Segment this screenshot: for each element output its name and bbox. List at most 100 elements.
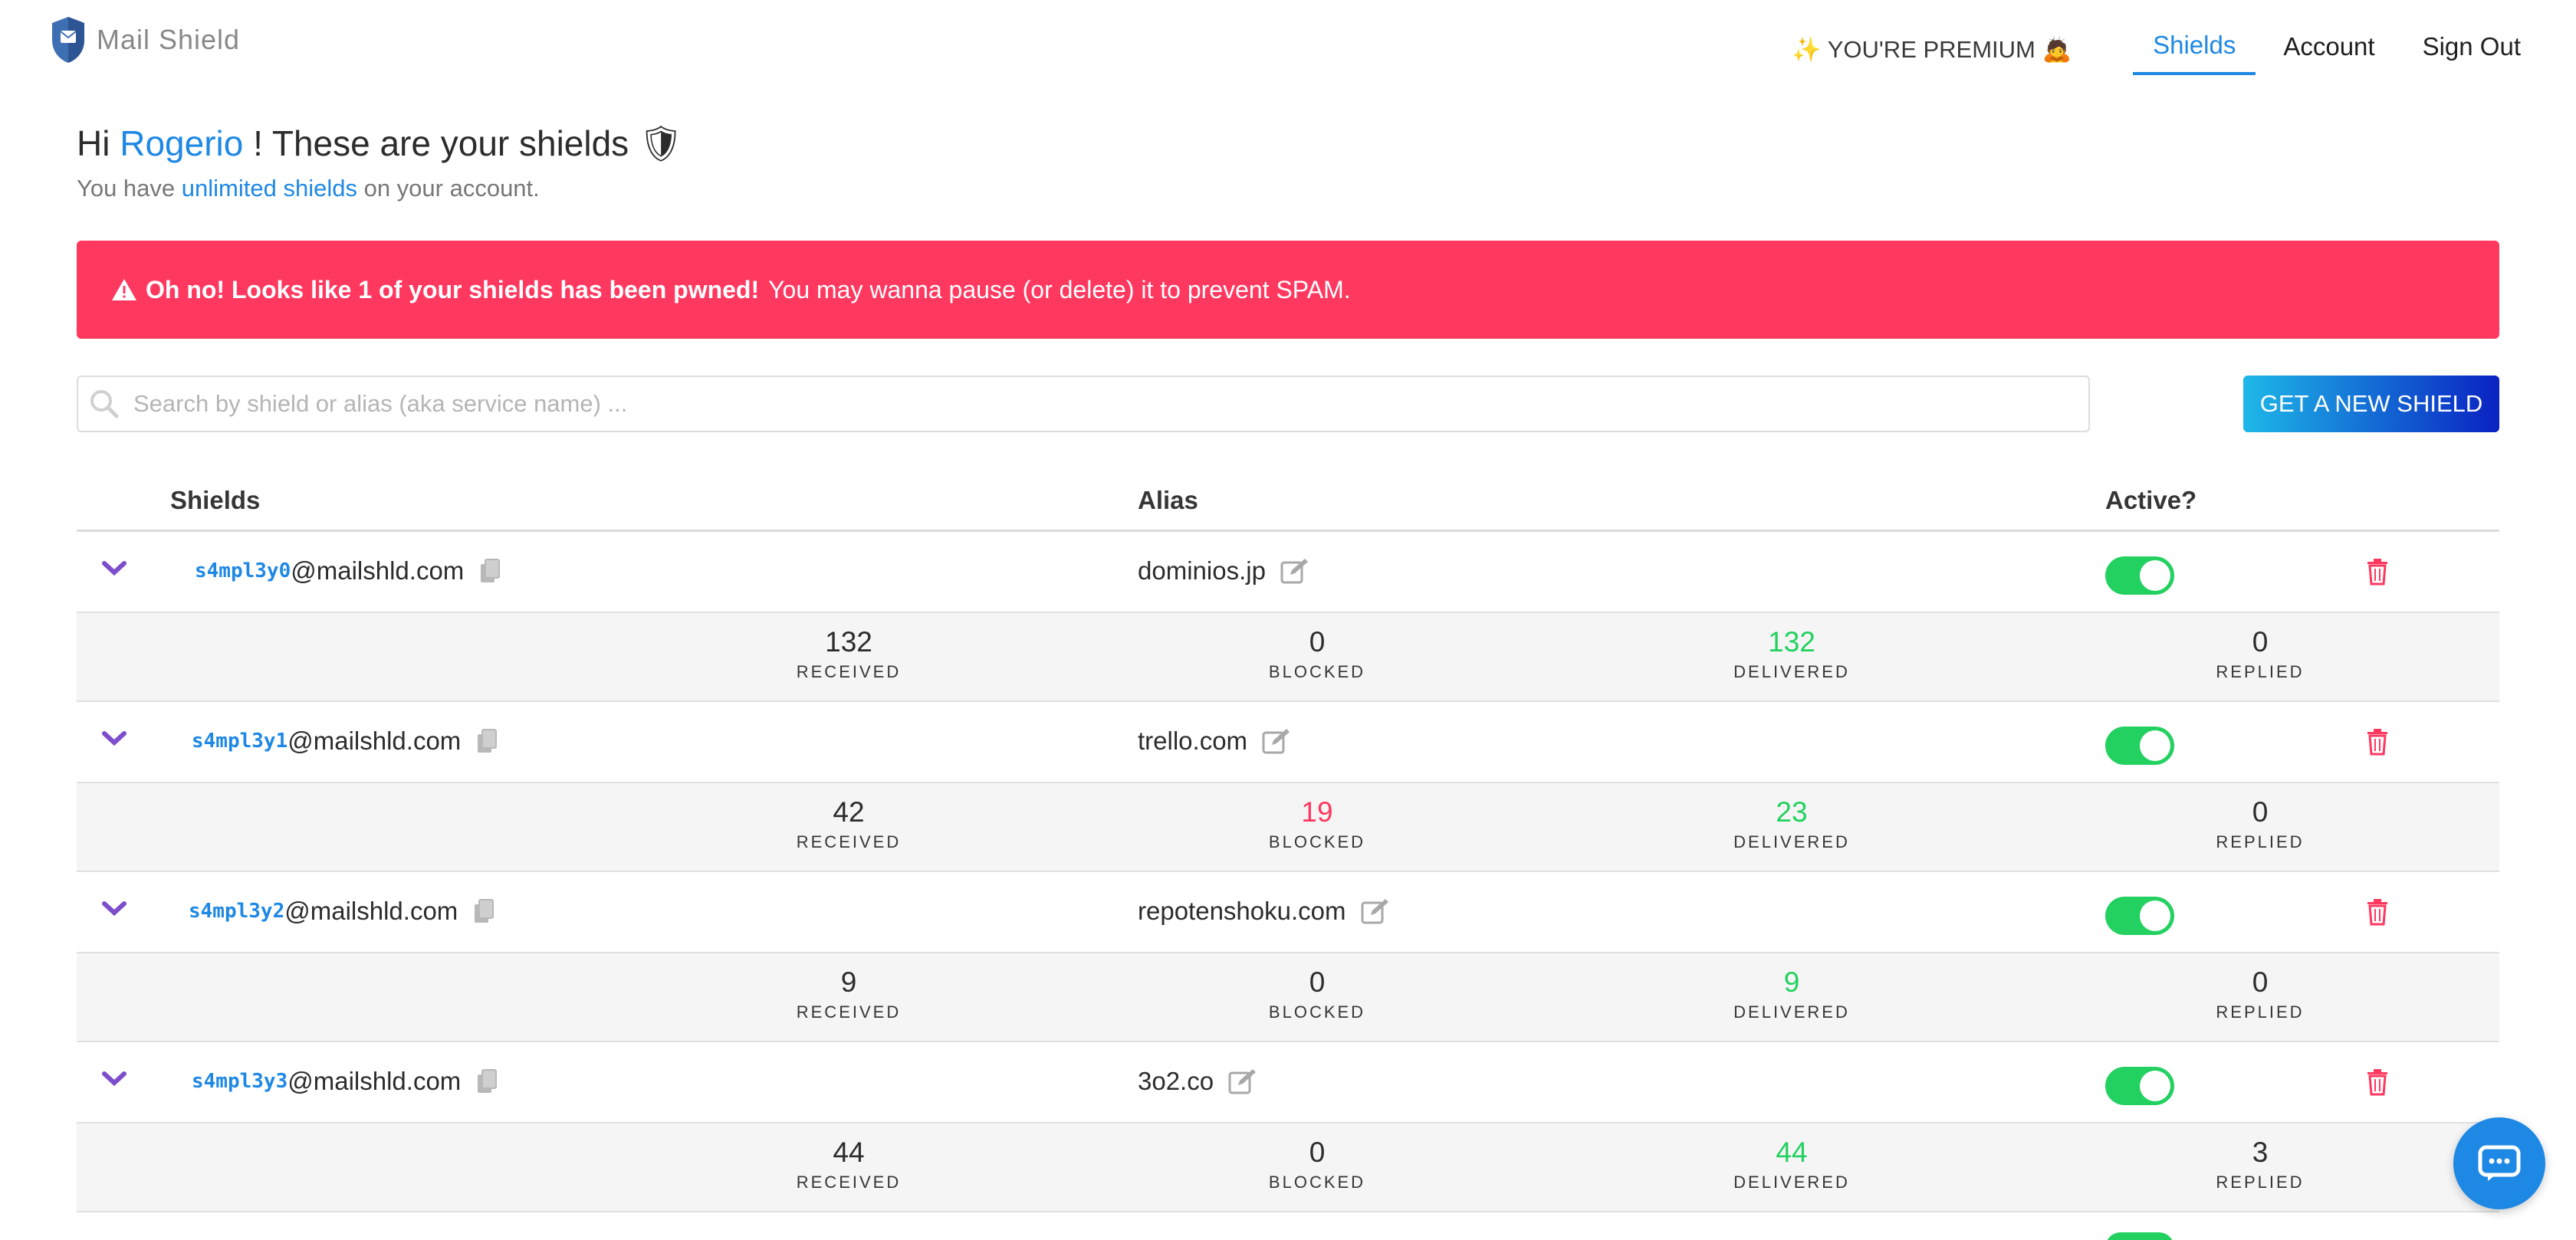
toggle-knob (2140, 900, 2170, 931)
nav-account[interactable]: Account (2283, 32, 2375, 61)
blocked-label: BLOCKED (1268, 1002, 1366, 1022)
toggle-knob (2140, 730, 2170, 761)
nav-shields[interactable]: Shields (2133, 23, 2256, 75)
alias: repotenshoku.com (1138, 897, 1389, 926)
table-row: s4mpl3y2 @mailshld.com repotenshoku.com (77, 872, 2499, 953)
unlimited-shields-link[interactable]: unlimited shields (181, 175, 357, 202)
shield-logo-icon (52, 17, 84, 63)
blocked-value: 0 (1309, 1137, 1326, 1168)
alias: dominios.jp (1138, 556, 1309, 586)
copy-icon[interactable] (476, 1068, 498, 1094)
search-icon (90, 390, 119, 418)
chat-widget-button[interactable] (2453, 1117, 2545, 1209)
delivered-value: 44 (1776, 1137, 1808, 1168)
shield-domain: @mailshld.com (288, 1067, 462, 1095)
blocked-label: BLOCKED (1268, 662, 1366, 681)
copy-icon[interactable] (479, 558, 501, 584)
delivered-label: DELIVERED (1733, 1002, 1850, 1022)
chat-icon (2478, 1145, 2521, 1181)
received-value: 9 (840, 966, 857, 998)
header-shields: Shields (170, 486, 261, 514)
subtitle-prefix: You have (77, 175, 176, 202)
stat-blocked: 19 BLOCKED (1217, 792, 1417, 852)
stat-received: 9 RECEIVED (749, 963, 948, 1022)
user-name: Rogerio (120, 123, 244, 163)
get-new-shield-button[interactable]: GET A NEW SHIELD (2243, 376, 2499, 432)
copy-icon[interactable] (473, 898, 495, 924)
edit-icon[interactable] (1360, 897, 1389, 925)
search-input[interactable] (133, 390, 1973, 418)
delivered-label: DELIVERED (1733, 832, 1850, 851)
brand[interactable]: Mail Shield (49, 15, 240, 64)
subtitle-suffix: on your account. (363, 175, 540, 202)
replied-value: 0 (2252, 626, 2269, 658)
chevron-down-icon[interactable] (101, 559, 127, 578)
shield-prefix: s4mpl3y3 (192, 1070, 288, 1093)
stat-blocked: 0 BLOCKED (1217, 963, 1417, 1022)
delivered-value: 9 (1783, 966, 1800, 998)
table-row: s4mpl3y3 @mailshld.com 3o2.co (77, 1042, 2499, 1124)
greeting-hi: Hi (77, 123, 110, 163)
alias: trello.com (1138, 727, 1290, 756)
search-box (77, 376, 2090, 432)
stats-row: 9 RECEIVED 0 BLOCKED 9 DELIVERED 0 REPLIED (77, 953, 2499, 1042)
trash-icon[interactable] (2366, 558, 2389, 586)
chevron-down-icon[interactable] (101, 1070, 127, 1088)
stat-delivered: 23 DELIVERED (1692, 792, 1891, 852)
shield-domain: @mailshld.com (284, 897, 458, 925)
blocked-value: 19 (1301, 796, 1333, 828)
greeting-rest: ! These are your shields 🛡 (253, 123, 684, 163)
edit-icon[interactable] (1280, 557, 1309, 585)
copy-icon[interactable] (476, 728, 498, 754)
active-toggle[interactable] (2105, 556, 2174, 595)
stat-received: 132 RECEIVED (749, 622, 948, 682)
stat-replied: 0 REPLIED (2160, 963, 2360, 1022)
trash-icon[interactable] (2366, 728, 2389, 756)
stat-delivered: 132 DELIVERED (1692, 622, 1891, 682)
chevron-down-icon[interactable] (101, 730, 127, 748)
nav-right: ✨ YOU'RE PREMIUM 🙇 Shields Account Sign … (1792, 23, 2541, 75)
received-label: RECEIVED (796, 1173, 902, 1192)
stat-delivered: 44 DELIVERED (1692, 1133, 1891, 1192)
shield-domain: @mailshld.com (288, 727, 462, 755)
replied-value: 0 (2252, 966, 2269, 998)
navbar: Mail Shield ✨ YOU'RE PREMIUM 🙇 Shields A… (0, 0, 2576, 84)
stat-received: 44 RECEIVED (749, 1133, 948, 1192)
replied-value: 3 (2252, 1137, 2269, 1168)
toggle-knob (2140, 1071, 2170, 1101)
trash-icon[interactable] (2366, 1068, 2389, 1096)
delivered-value: 132 (1768, 626, 1815, 658)
delivered-value: 23 (1776, 796, 1808, 828)
replied-label: REPLIED (2216, 832, 2305, 851)
blocked-label: BLOCKED (1268, 1173, 1366, 1192)
warning-icon (112, 279, 136, 300)
alias-name: repotenshoku.com (1138, 897, 1346, 925)
blocked-value: 0 (1309, 626, 1326, 658)
blocked-value: 0 (1309, 966, 1326, 998)
alert-text: You may wanna pause (or delete) it to pr… (768, 275, 1351, 303)
nav-sign-out[interactable]: Sign Out (2422, 32, 2521, 61)
next-row-toggle-peek (2105, 1232, 2174, 1240)
stats-row: 132 RECEIVED 0 BLOCKED 132 DELIVERED 0 REPLI… (77, 613, 2499, 702)
replied-value: 0 (2252, 796, 2269, 828)
page-title: Hi Rogerio ! These are your shields 🛡 (77, 123, 683, 165)
delivered-label: DELIVERED (1733, 662, 1850, 681)
edit-icon[interactable] (1261, 727, 1290, 755)
alias: 3o2.co (1138, 1067, 1257, 1096)
stat-delivered: 9 DELIVERED (1692, 963, 1891, 1022)
stat-replied: 0 REPLIED (2160, 622, 2360, 682)
table-row: s4mpl3y1 @mailshld.com trello.com (77, 702, 2499, 783)
active-toggle[interactable] (2105, 897, 2174, 935)
shield-email: s4mpl3y1 @mailshld.com (192, 727, 498, 756)
active-toggle[interactable] (2105, 1067, 2174, 1105)
stat-replied: 3 REPLIED (2160, 1133, 2360, 1192)
shield-prefix: s4mpl3y1 (192, 730, 288, 753)
header-active: Active? (2105, 486, 2197, 514)
edit-icon[interactable] (1227, 1068, 1257, 1095)
active-toggle[interactable] (2105, 727, 2174, 765)
alias-name: trello.com (1138, 727, 1248, 755)
alias-name: dominios.jp (1138, 556, 1266, 585)
chevron-down-icon[interactable] (101, 900, 127, 918)
trash-icon[interactable] (2366, 898, 2389, 926)
stat-blocked: 0 BLOCKED (1217, 622, 1417, 682)
